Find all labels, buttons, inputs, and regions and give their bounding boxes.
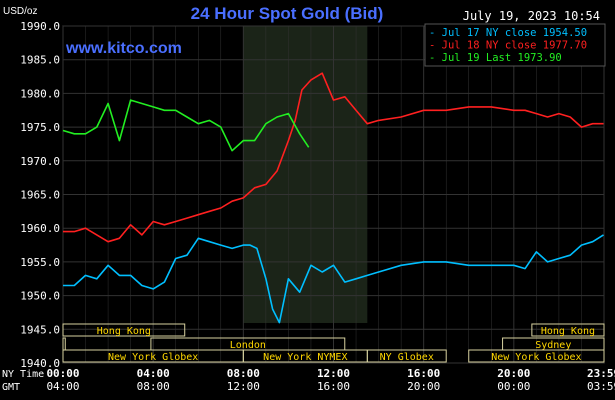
grid-layer bbox=[62, 25, 605, 364]
x-tick-label-ny: 23:59 bbox=[587, 367, 615, 380]
x-tick-label-gmt: 00:00 bbox=[497, 380, 530, 393]
x-tick-label-gmt: 20:00 bbox=[407, 380, 440, 393]
chart-title: 24 Hour Spot Gold (Bid) bbox=[191, 4, 384, 23]
x-row-label-ny: NY Time bbox=[2, 369, 44, 380]
y-tick-label: 1945.0 bbox=[20, 323, 60, 336]
y-tick-label: 1985.0 bbox=[20, 54, 60, 67]
y-tick-label: 1965.0 bbox=[20, 189, 60, 202]
x-tick-label-ny: 00:00 bbox=[46, 367, 79, 380]
session-bar bbox=[366, 349, 447, 363]
x-row-label-gmt: GMT bbox=[2, 382, 20, 393]
series-line bbox=[62, 99, 310, 152]
series-line bbox=[63, 72, 604, 243]
session-label: New York Globex bbox=[108, 352, 198, 363]
session-label: NY Globex bbox=[380, 352, 434, 363]
x-tick-label-ny: 20:00 bbox=[497, 367, 530, 380]
legend-entry: - Jul 18 NY close 1977.70 bbox=[429, 40, 587, 52]
session-label: New York NYMEX bbox=[263, 352, 347, 363]
y-tick-label: 1955.0 bbox=[20, 256, 60, 269]
axis-layer: 1990.0 1985.0 1980.0 1975.0 1970.0 1965.0 1960… bbox=[2, 20, 615, 393]
x-tick-label-ny: 04:00 bbox=[137, 367, 170, 380]
x-tick-label-gmt: 16:00 bbox=[317, 380, 350, 393]
session-bar bbox=[468, 349, 605, 363]
series-layer bbox=[62, 72, 604, 324]
y-tick-label: 1990.0 bbox=[20, 20, 60, 33]
legend-entry: - Jul 19 Last 1973.90 bbox=[429, 52, 562, 64]
x-tick-label-ny: 16:00 bbox=[407, 367, 440, 380]
y-tick-label: 1940.0 bbox=[20, 357, 60, 370]
watermark: www.kitco.com bbox=[65, 40, 182, 57]
x-tick-label-gmt: 08:00 bbox=[137, 380, 170, 393]
series-line bbox=[63, 234, 604, 324]
x-tick-label-gmt: 12:00 bbox=[227, 380, 260, 393]
session-label: Hong Kong bbox=[541, 326, 595, 337]
session-label: London bbox=[230, 340, 266, 351]
datetime-stamp: July 19, 2023 10:54 bbox=[463, 9, 600, 23]
session-label: Hong Kong bbox=[97, 326, 151, 337]
x-tick-label-ny: 12:00 bbox=[317, 367, 350, 380]
x-tick-label-gmt: 04:00 bbox=[46, 380, 79, 393]
x-tick-label-ny: 08:00 bbox=[227, 367, 260, 380]
y-tick-label: 1950.0 bbox=[20, 290, 60, 303]
y-tick-label: 1970.0 bbox=[20, 155, 60, 168]
session-label: Sydney bbox=[535, 340, 571, 351]
y-tick-label: 1960.0 bbox=[20, 222, 60, 235]
unit-label: USD/oz bbox=[3, 6, 37, 17]
legend-entry: - Jul 17 NY close 1954.50 bbox=[429, 27, 587, 39]
y-tick-label: 1980.0 bbox=[20, 87, 60, 100]
y-tick-label: 1975.0 bbox=[20, 121, 60, 134]
session-label: New York Globex bbox=[491, 352, 581, 363]
session-bar bbox=[62, 323, 186, 337]
x-tick-label-gmt: 03:59 bbox=[587, 380, 615, 393]
legend: - Jul 17 NY close 1954.50- Jul 18 NY clo… bbox=[424, 23, 606, 67]
session-bar bbox=[531, 323, 605, 337]
legend-box bbox=[424, 23, 606, 67]
